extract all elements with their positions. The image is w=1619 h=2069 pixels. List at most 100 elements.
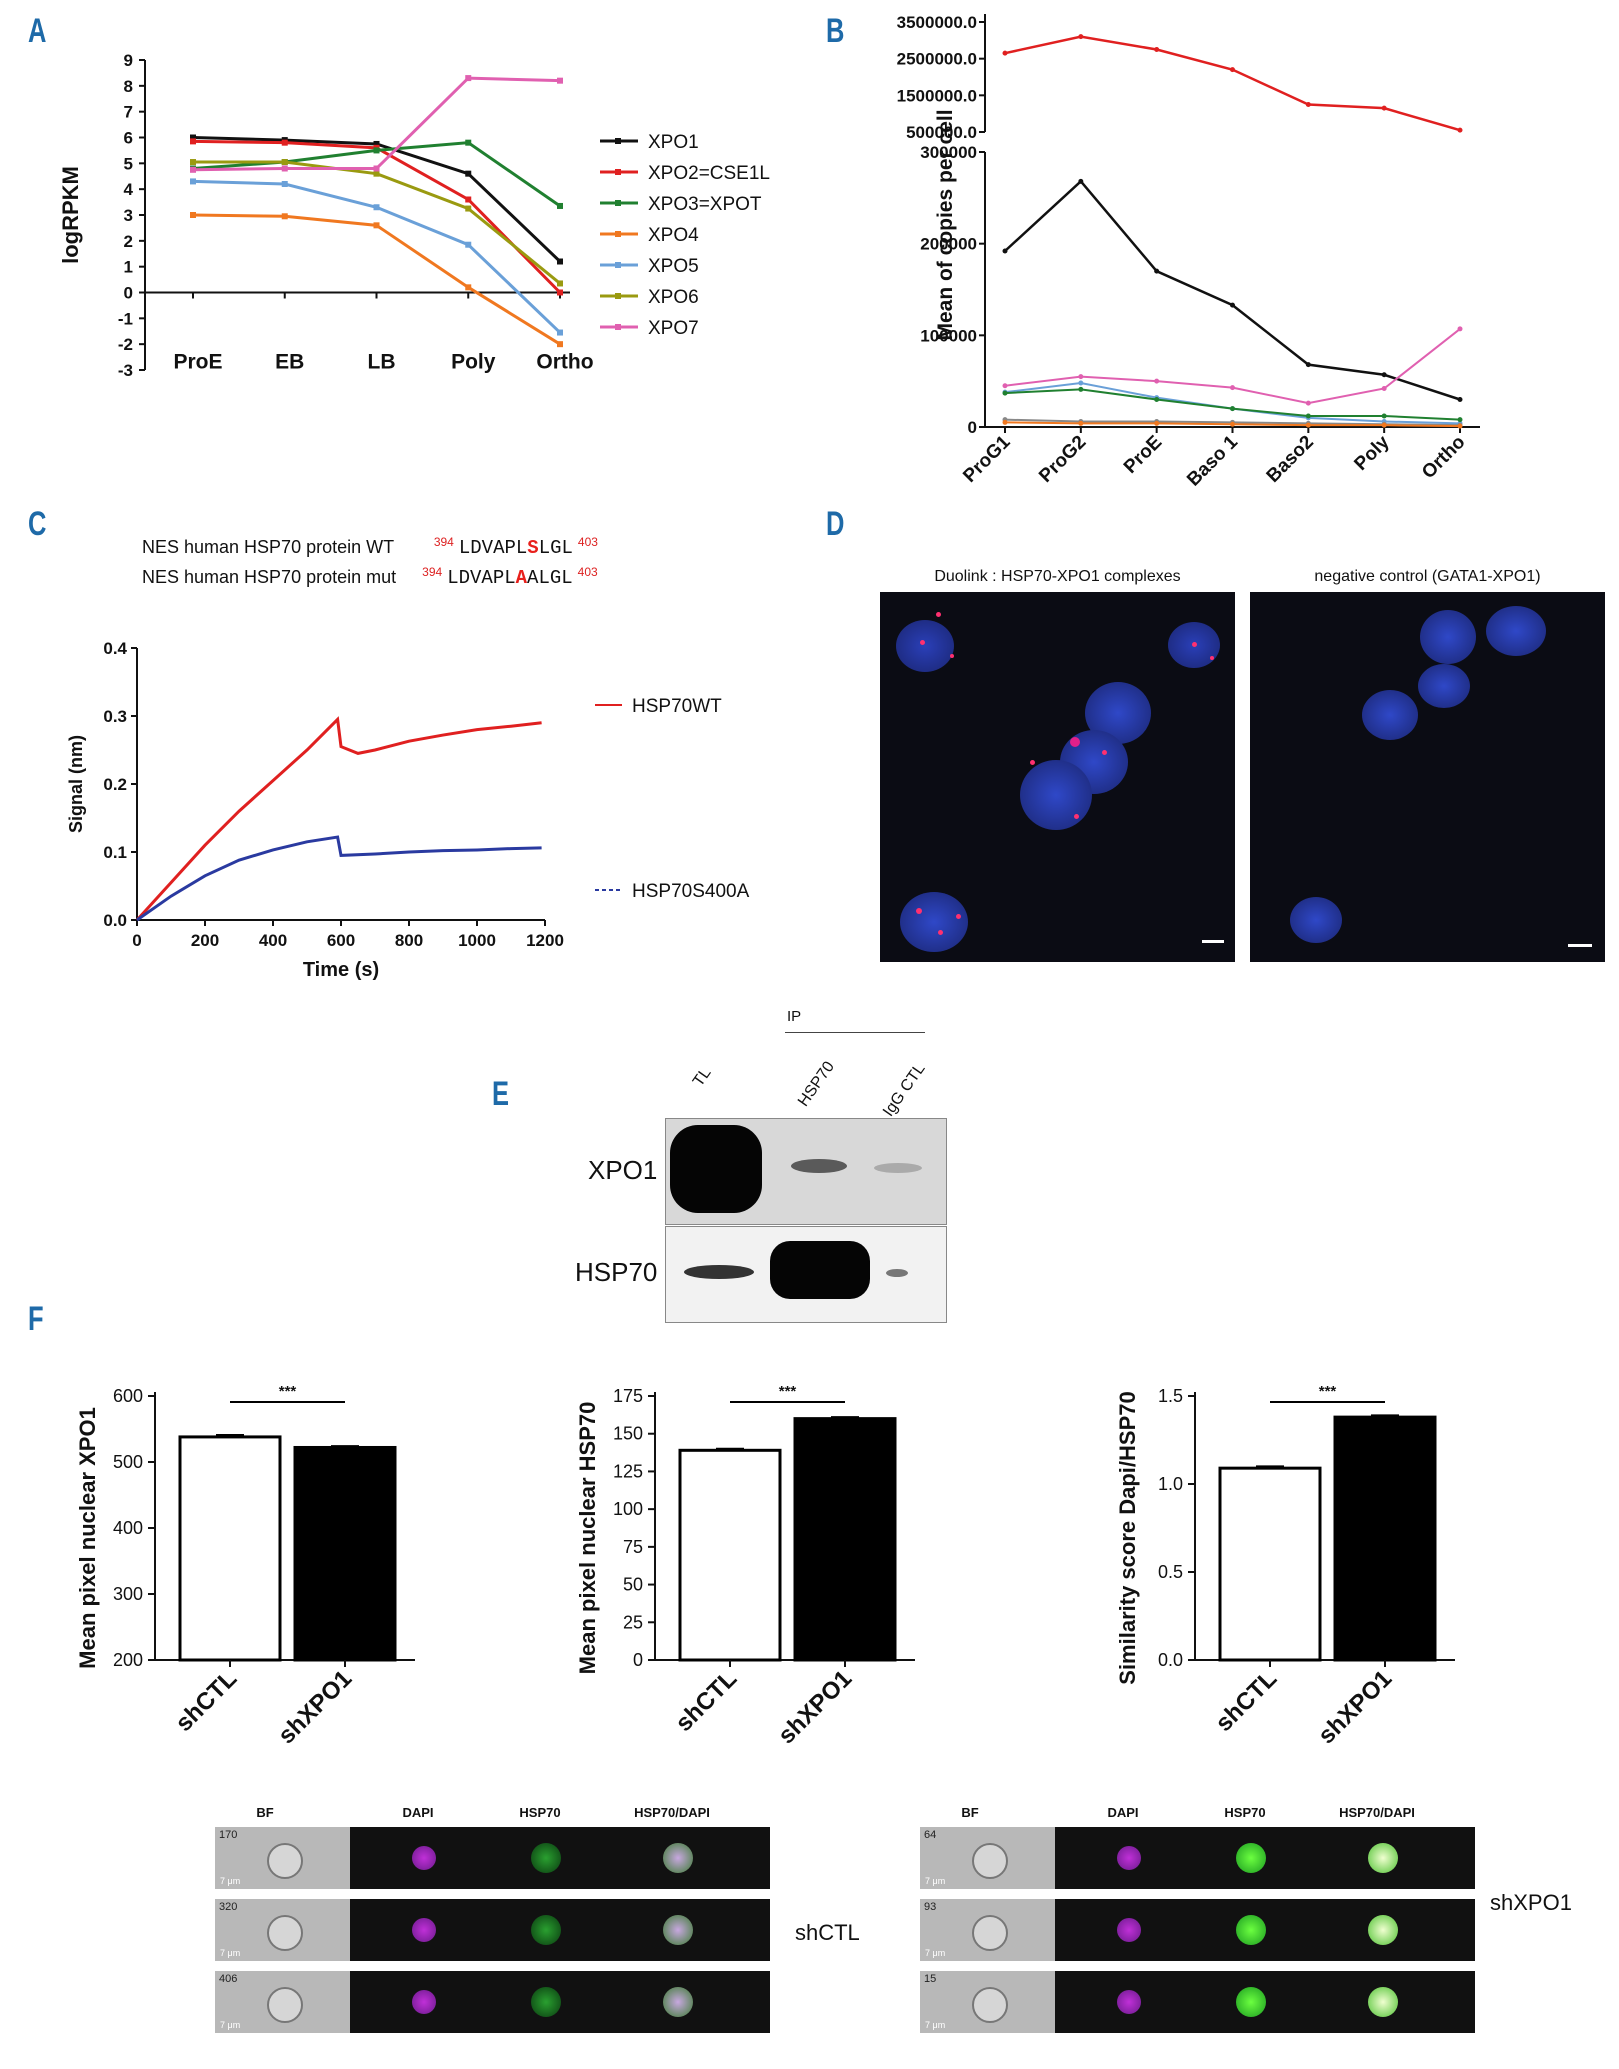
y-tick-label: 2 [124, 232, 133, 251]
legend-marker [615, 293, 621, 299]
data-point [1381, 386, 1387, 391]
scale-label: 7 μm [220, 1876, 241, 1886]
y-tick-label: 1500000.0 [897, 86, 977, 105]
scale-bar [1568, 944, 1592, 947]
legend-label: XPO6 [648, 287, 699, 308]
imaging-strip: 406 7 μm [215, 1971, 770, 2033]
y-axis-label: Similarity score Dapi/HSP70 [1115, 1391, 1140, 1684]
nes-wt-seq-residue: S [527, 537, 539, 559]
hsp70-signal [1236, 1843, 1266, 1873]
data-point [1002, 248, 1008, 254]
legend-label: XPO4 [648, 225, 699, 246]
cell-outline [267, 1915, 303, 1951]
y-tick-label: 0 [968, 418, 977, 437]
legend-marker [615, 231, 621, 237]
scale-label: 7 μm [220, 2020, 241, 2030]
ip-label: IP [787, 1008, 802, 1025]
imaging-column-hsp70: HSP70 [1224, 1805, 1266, 1820]
imaging-column-bf: BF [256, 1805, 274, 1820]
y-tick-label: 125 [613, 1461, 643, 1481]
data-point [465, 284, 472, 291]
y-axis-label: Mean pixel nuclear HSP70 [575, 1402, 600, 1675]
imaging-strip: 93 7 μm [920, 1899, 1475, 1961]
nes-mut-seq-pre: LDVAPL [447, 567, 516, 589]
hsp70-signal [1236, 1915, 1266, 1945]
data-point [1381, 372, 1387, 378]
x-tick-label: ProE [173, 351, 222, 374]
data-point [557, 289, 563, 296]
legend-label: HSP70S400A [632, 881, 750, 902]
data-point [1154, 420, 1160, 426]
y-tick-label: 0.3 [103, 707, 127, 726]
x-tick-label: shCTL [170, 1665, 242, 1737]
nes-mut-start: 394 [422, 565, 443, 579]
data-point [1305, 413, 1311, 419]
y-axis-label: Mean of copies per cell [934, 109, 957, 340]
band [670, 1125, 762, 1213]
scale-label: 7 μm [925, 1876, 946, 1886]
y-tick-label: 200000 [920, 235, 977, 254]
hsp70-signal [531, 1987, 561, 2017]
y-tick-label: 300 [113, 1584, 143, 1604]
chart-f-hsp70: 175 150 125 100 75 50 25 0 shCTL shXPO1 *** Mean pi… [575, 1383, 915, 1749]
data-point [1230, 385, 1235, 391]
negative-control-image [1250, 592, 1605, 962]
data-point [1230, 67, 1235, 73]
data-point [1230, 302, 1235, 308]
data-point [1154, 378, 1160, 384]
cell-outline [972, 1987, 1008, 2023]
x-tick-label: Ortho [1418, 432, 1469, 483]
nucleus [1418, 664, 1470, 708]
cell-id: 320 [219, 1901, 238, 1913]
pla-dot [950, 654, 954, 658]
merge-signal [663, 1843, 693, 1873]
scale-label: 7 μm [925, 2020, 946, 2030]
scale-bar [1202, 940, 1224, 943]
data-point [1457, 397, 1463, 402]
series-line-xpo3 [1004, 388, 1461, 421]
data-point [1002, 383, 1008, 389]
data-point [465, 196, 472, 203]
pla-dot [1192, 642, 1197, 647]
cell-id: 406 [219, 1973, 238, 1985]
data-point [1078, 374, 1084, 380]
bar-shxpo1 [793, 1417, 897, 1662]
x-tick-label: shXPO1 [1313, 1665, 1397, 1749]
nucleus [896, 620, 954, 672]
y-tick-label: 300000 [920, 143, 977, 162]
merge-signal [1368, 1843, 1398, 1873]
x-axis-label: Time (s) [303, 959, 379, 981]
data-point [281, 165, 288, 172]
data-point [1305, 400, 1311, 406]
x-tick-label: 600 [327, 931, 355, 950]
y-tick-label: 5 [124, 154, 133, 173]
data-point [465, 75, 472, 82]
data-point [1230, 406, 1235, 412]
y-tick-label: 0 [633, 1650, 643, 1670]
hsp70-signal [531, 1843, 561, 1873]
y-axis-label: Signal (nm) [66, 735, 86, 833]
nucleus [900, 892, 968, 952]
cell-outline [972, 1843, 1008, 1879]
x-tick-label: 1200 [526, 931, 564, 950]
band [874, 1163, 922, 1173]
x-tick-label: Baso2 [1263, 432, 1318, 487]
series-line-xpo7 [1004, 328, 1461, 405]
y-tick-label: 100 [613, 1499, 643, 1519]
bar-shxpo1 [1333, 1415, 1437, 1662]
x-tick-label: 0 [132, 931, 141, 950]
dapi-signal [412, 1918, 436, 1942]
x-tick-label: shXPO1 [773, 1665, 857, 1749]
data-point [1002, 390, 1008, 396]
data-point [1078, 420, 1084, 426]
imaging-group-shxpo1: shXPO1 [1490, 1890, 1572, 1915]
lane-label-tl: TL [690, 1064, 715, 1090]
y-tick-label: 25 [623, 1612, 643, 1632]
duolink-image [880, 592, 1235, 962]
duolink-caption: Duolink : HSP70-XPO1 complexes [934, 568, 1181, 585]
imaging-column-dapi: DAPI [1107, 1805, 1139, 1820]
legend-label: XPO1 [648, 132, 699, 153]
y-tick-label: 600 [113, 1386, 143, 1406]
panel-label-a: A [28, 12, 47, 50]
series-line-xpo1 [1004, 179, 1461, 401]
